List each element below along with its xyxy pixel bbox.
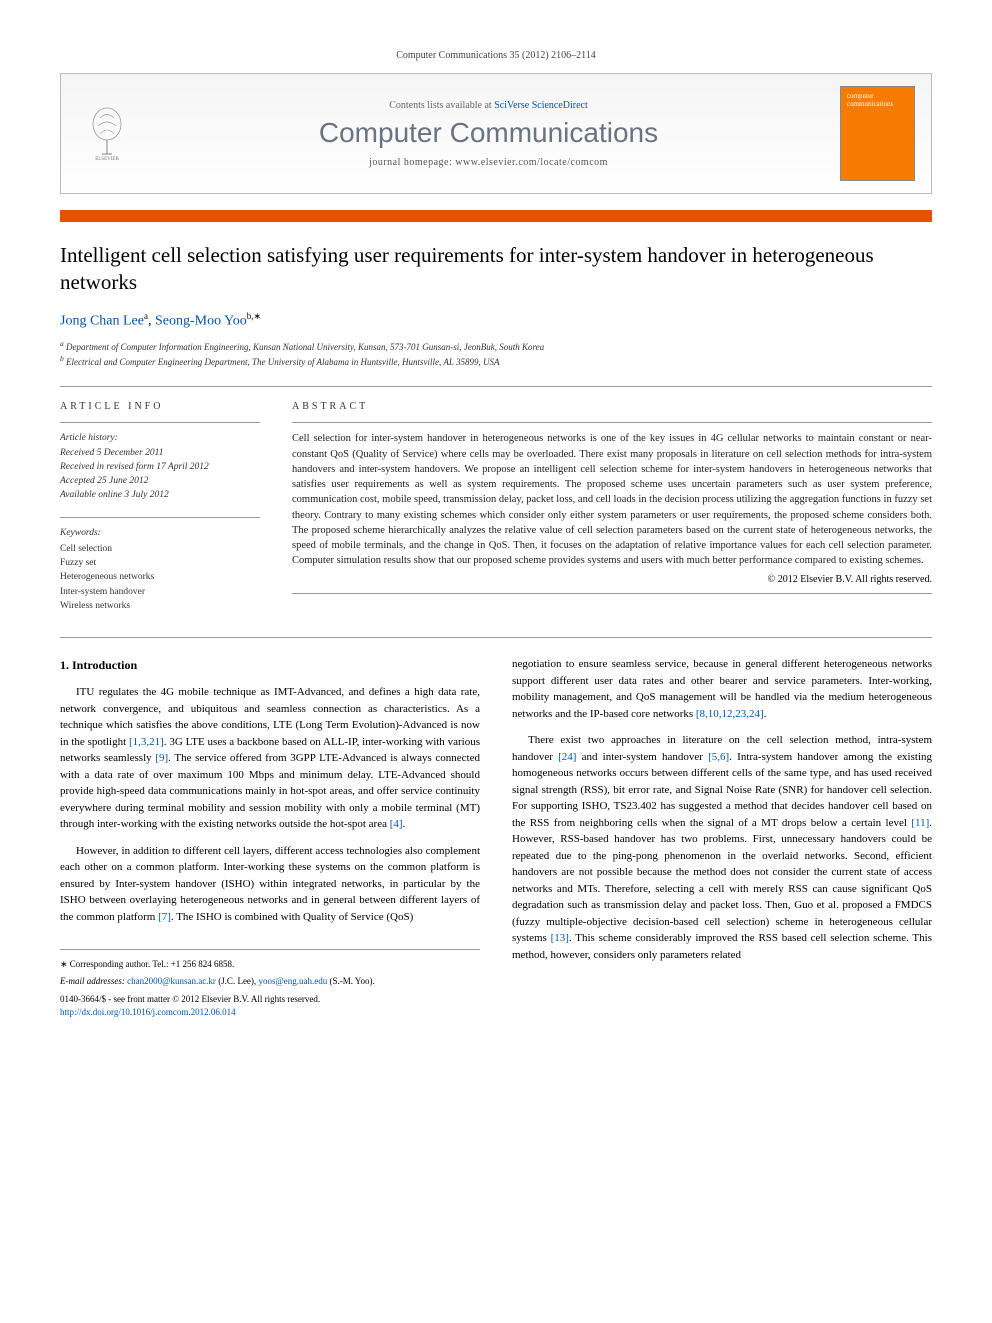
citation-link[interactable]: [24] (558, 751, 576, 763)
body-paragraph: There exist two approaches in literature… (512, 732, 932, 963)
citation-link[interactable]: [1,3,21] (129, 736, 164, 748)
article-history: Article history: Received 5 December 201… (60, 431, 260, 502)
abstract-copyright: © 2012 Elsevier B.V. All rights reserved… (292, 574, 932, 585)
affiliations: a Department of Computer Information Eng… (60, 339, 932, 368)
keywords-label: Keywords: (60, 526, 260, 540)
article-meta: ARTICLE INFO Article history: Received 5… (60, 386, 932, 613)
footer-notes: ∗ Corresponding author. Tel.: +1 256 824… (60, 949, 480, 1018)
page-container: Computer Communications 35 (2012) 2106–2… (0, 0, 992, 1069)
affiliation-item: b Electrical and Computer Engineering De… (60, 354, 932, 369)
publisher-logo-block: ELSEVIER (77, 104, 137, 164)
issn-line: 0140-3664/$ - see front matter © 2012 El… (60, 993, 480, 1006)
keywords: Keywords: Cell selection Fuzzy set Heter… (60, 526, 260, 614)
journal-header: ELSEVIER Contents lists available at Sci… (60, 73, 932, 194)
keyword-item: Fuzzy set (60, 558, 96, 568)
abstract-text: Cell selection for inter-system handover… (292, 431, 932, 568)
article-title: Intelligent cell selection satisfying us… (60, 242, 932, 297)
history-item: Received in revised form 17 April 2012 (60, 462, 209, 472)
journal-reference: Computer Communications 35 (2012) 2106–2… (60, 50, 932, 61)
citation-link[interactable]: [13] (551, 932, 569, 944)
author-link[interactable]: Jong Chan Lee (60, 313, 144, 328)
authors-line: Jong Chan Leea, Seong-Moo Yoob,∗ (60, 311, 932, 330)
body-content: 1. Introduction ITU regulates the 4G mob… (60, 637, 932, 1018)
citation-link[interactable]: [4] (390, 818, 403, 830)
keyword-item: Inter-system handover (60, 587, 145, 597)
right-column: negotiation to ensure seamless service, … (512, 656, 932, 1018)
citation-link[interactable]: [11] (911, 817, 929, 829)
citation-link[interactable]: [5,6] (708, 751, 729, 763)
history-item: Received 5 December 2011 (60, 448, 163, 458)
email-link[interactable]: yoos@eng.uah.edu (258, 976, 327, 986)
section-heading: 1. Introduction (60, 656, 480, 674)
journal-name: Computer Communications (137, 117, 840, 149)
contents-prefix: Contents lists available at (389, 100, 494, 111)
history-label: Article history: (60, 433, 118, 443)
citation-link[interactable]: [7] (158, 911, 171, 923)
doi-link-line: http://dx.doi.org/10.1016/j.comcom.2012.… (60, 1006, 480, 1019)
elsevier-logo-icon: ELSEVIER (77, 104, 137, 164)
journal-homepage: journal homepage: www.elsevier.com/locat… (137, 157, 840, 168)
two-column-layout: 1. Introduction ITU regulates the 4G mob… (60, 656, 932, 1018)
affiliation-item: a Department of Computer Information Eng… (60, 339, 932, 354)
history-item: Accepted 25 June 2012 (60, 476, 148, 486)
contents-available-line: Contents lists available at SciVerse Sci… (137, 100, 840, 111)
email-link[interactable]: chan2000@kunsan.ac.kr (127, 976, 216, 986)
header-center: Contents lists available at SciVerse Sci… (137, 100, 840, 168)
email-line: E-mail addresses: chan2000@kunsan.ac.kr … (60, 975, 480, 988)
citation-link[interactable]: [8,10,12,23,24] (696, 708, 764, 720)
abstract-heading: ABSTRACT (292, 401, 932, 412)
abstract-column: ABSTRACT Cell selection for inter-system… (292, 401, 932, 613)
left-column: 1. Introduction ITU regulates the 4G mob… (60, 656, 480, 1018)
body-paragraph: negotiation to ensure seamless service, … (512, 656, 932, 722)
history-item: Available online 3 July 2012 (60, 490, 169, 500)
body-paragraph: ITU regulates the 4G mobile technique as… (60, 684, 480, 833)
accent-bar (60, 210, 932, 222)
article-info-column: ARTICLE INFO Article history: Received 5… (60, 401, 260, 613)
article-info-heading: ARTICLE INFO (60, 401, 260, 412)
keyword-item: Heterogeneous networks (60, 572, 154, 582)
svg-text:ELSEVIER: ELSEVIER (95, 157, 119, 161)
citation-link[interactable]: [9] (155, 752, 168, 764)
doi-link[interactable]: http://dx.doi.org/10.1016/j.comcom.2012.… (60, 1007, 236, 1017)
keyword-item: Wireless networks (60, 601, 130, 611)
body-paragraph: However, in addition to different cell l… (60, 843, 480, 926)
sciencedirect-link[interactable]: SciVerse ScienceDirect (494, 100, 588, 111)
author-link[interactable]: Seong-Moo Yoo (155, 313, 247, 328)
cover-label: computer communications (847, 93, 908, 108)
keyword-item: Cell selection (60, 544, 112, 554)
corresponding-author: ∗ Corresponding author. Tel.: +1 256 824… (60, 958, 480, 971)
journal-cover-thumbnail: computer communications (840, 86, 915, 181)
